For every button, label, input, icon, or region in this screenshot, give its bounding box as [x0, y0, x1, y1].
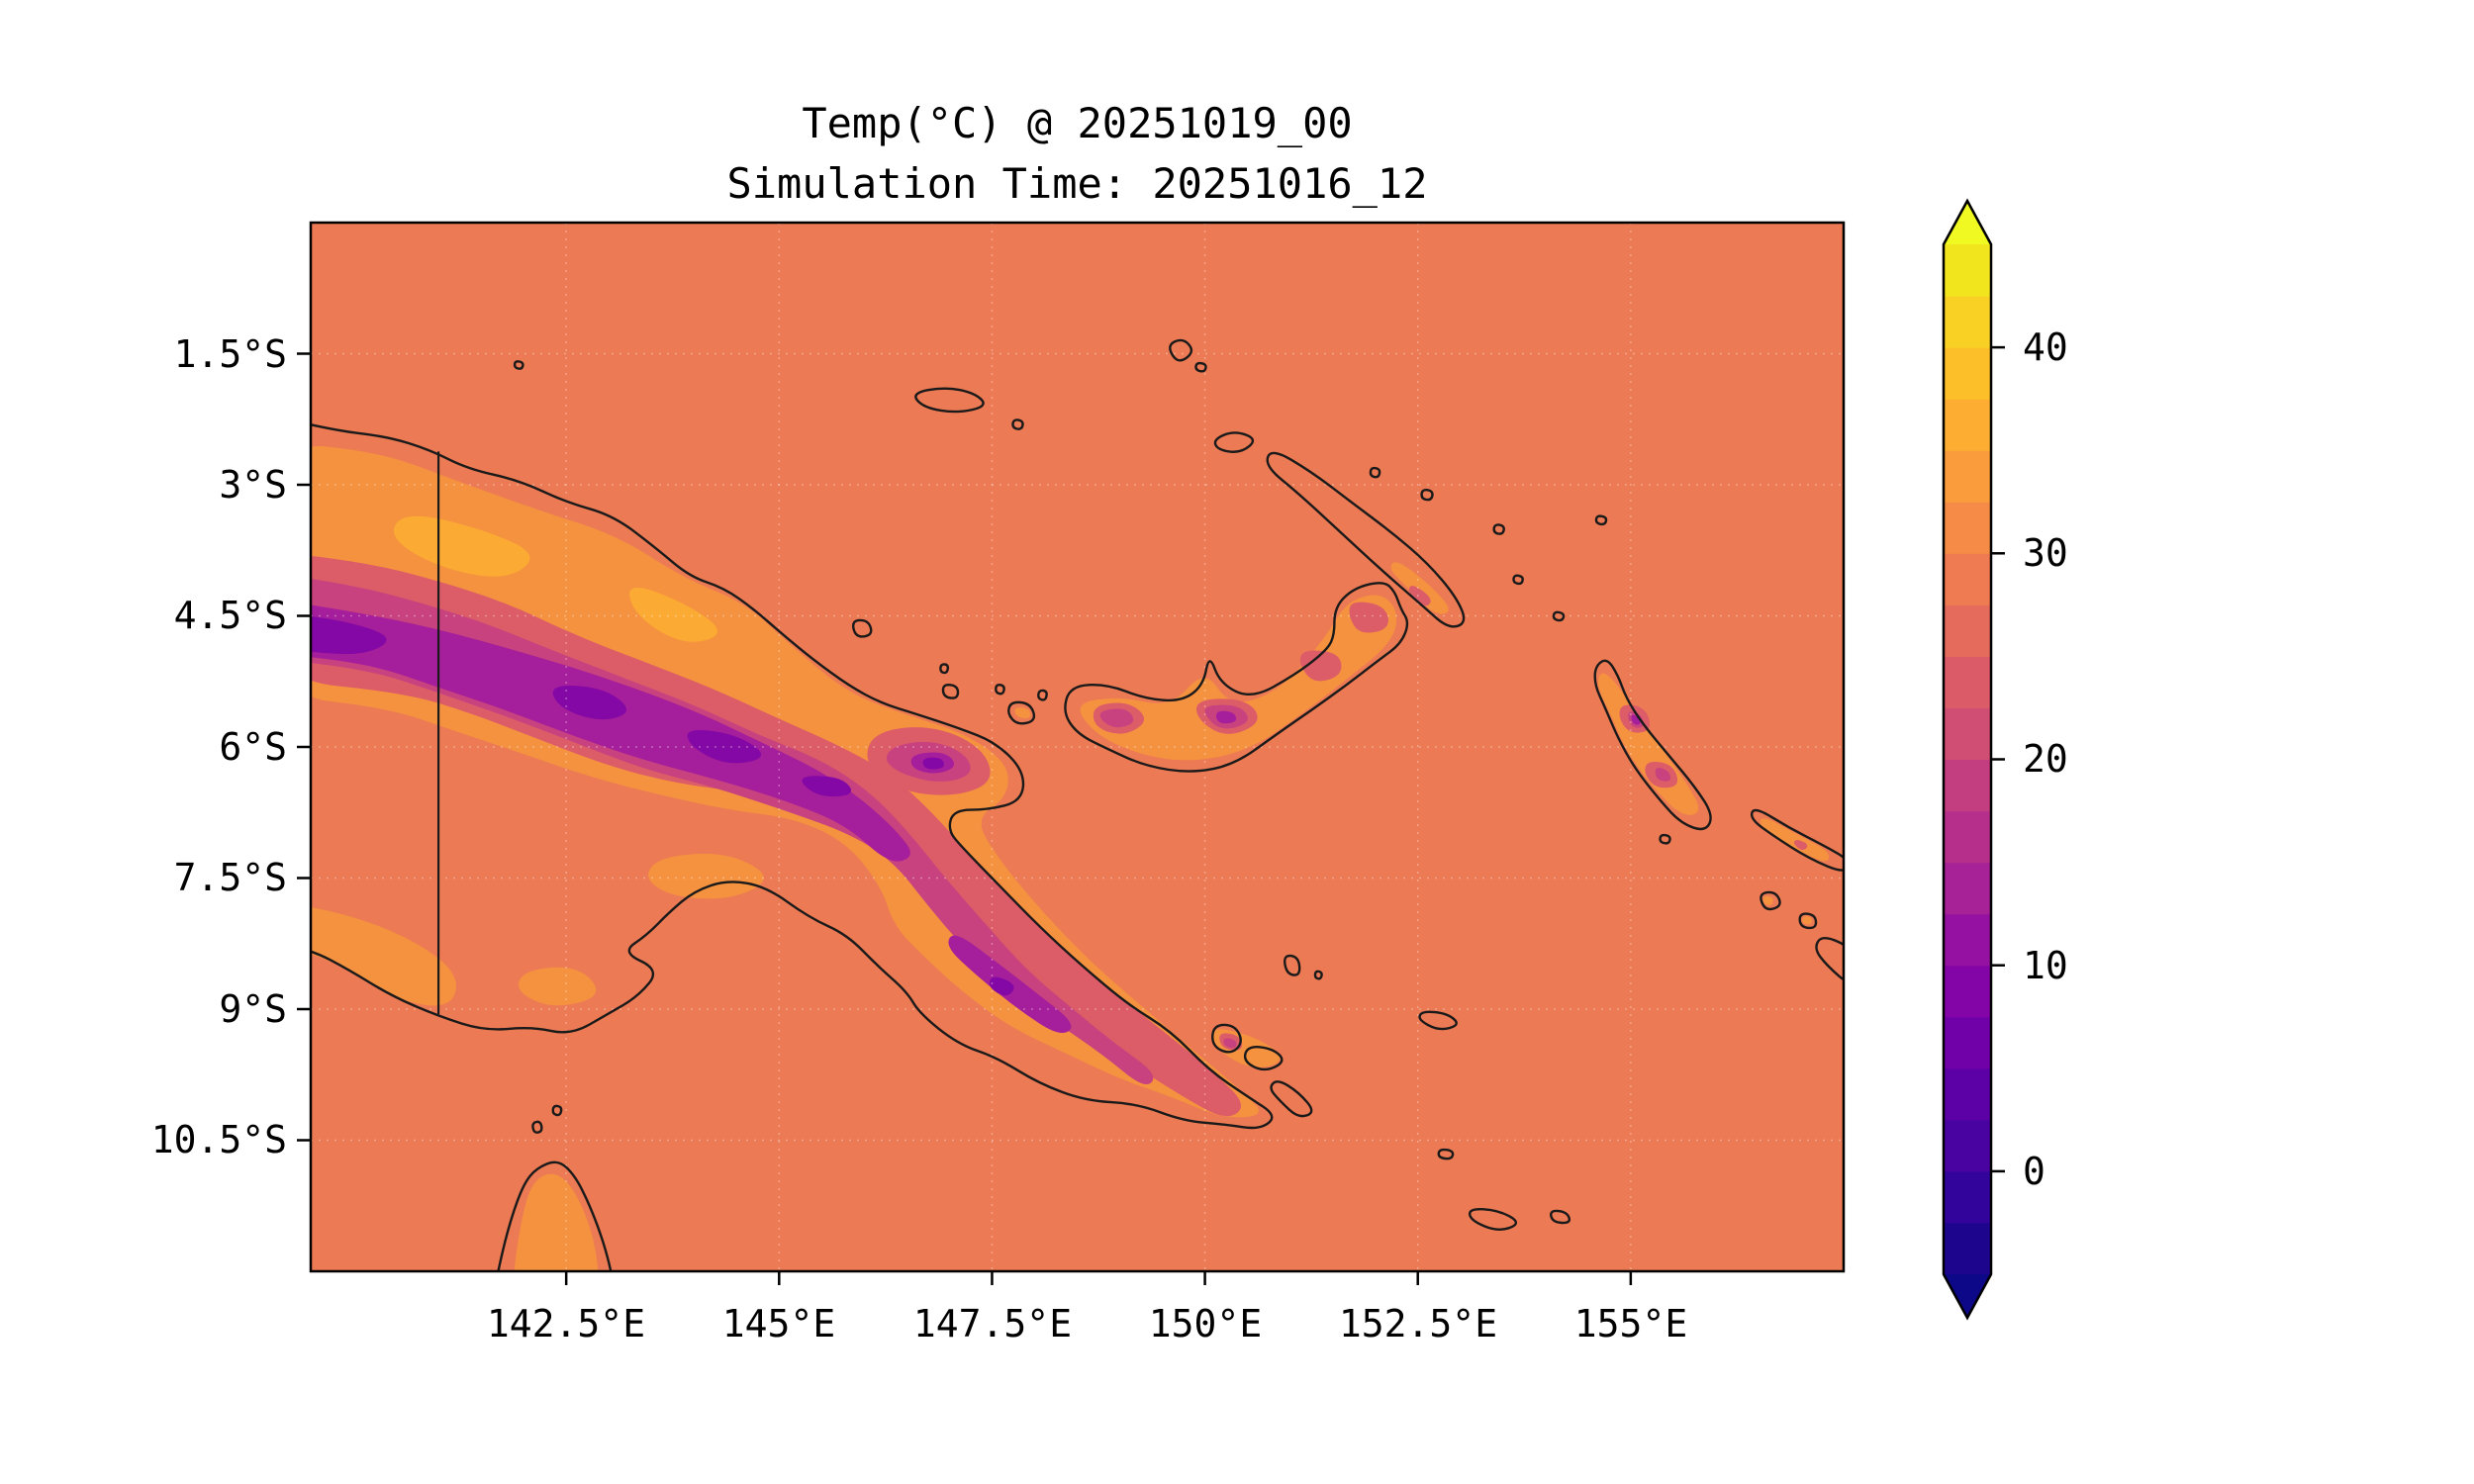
y-tick-label: 1.5°S: [173, 332, 287, 376]
coastline-torres-islet-b: [551, 1104, 563, 1117]
coastline-new-ireland: [1266, 451, 1466, 628]
x-tick-label: 150°E: [1148, 1302, 1263, 1345]
colorbar-tick-label: 10: [2023, 944, 2068, 987]
x-tick-label: 142.5°E: [486, 1302, 646, 1345]
temp-region-choiseul-pink: [1793, 840, 1808, 851]
coastline-bougainville: [1593, 659, 1712, 831]
colorbar-under-arrow: [1944, 1274, 1991, 1318]
coastline-new-guinea-mainland: [311, 423, 1274, 1130]
coastline-torres-islet-a: [531, 1120, 543, 1134]
coastline-manus: [914, 387, 985, 414]
coastline-feni: [1512, 574, 1524, 586]
coastline-kolombangara: [1798, 912, 1818, 930]
y-tick-label: 9°S: [219, 987, 287, 1031]
figure-title-block: Temp(°C) @ 20251019_00 Simulation Time: …: [311, 93, 1844, 214]
coastline-misima: [1437, 1148, 1455, 1160]
temp-region-umboi-warm: [1014, 707, 1031, 719]
coastline-cape-york: [497, 1160, 613, 1271]
coastline-new-hanover: [1213, 431, 1255, 453]
figure-title: Temp(°C) @ 20251019_00: [802, 99, 1353, 147]
temp-region-huon-core: [922, 757, 944, 770]
colorbar-tick-label: 30: [2023, 531, 2068, 575]
temp-region-kolombangara-warm: [1802, 916, 1812, 925]
y-tick-label: 3°S: [219, 463, 287, 507]
temp-region-nb-west-magenta: [1099, 708, 1134, 728]
coastline-trobriand: [1284, 954, 1301, 976]
temp-region-nb-east-pink: [1299, 650, 1342, 682]
temp-region-gulf-lowland-patch: [648, 853, 764, 899]
coastline-crown-island: [939, 663, 950, 675]
coastline-choiseul: [1750, 808, 1844, 872]
colorbar-tick-label: 0: [2023, 1150, 2046, 1193]
temp-region-central-core-west: [552, 685, 626, 720]
x-tick-label: 147.5°E: [912, 1302, 1073, 1345]
x-tick-label: 145°E: [721, 1302, 836, 1345]
temp-region-new-britain-lowland: [1080, 595, 1397, 761]
coastline-karkar: [852, 618, 873, 638]
coastline-mussau: [1169, 338, 1193, 362]
y-tick-label: 6°S: [219, 725, 287, 769]
coastline-kitava: [1313, 970, 1323, 980]
y-tick-label: 7.5°S: [173, 856, 287, 899]
temp-region-new-ireland-pink: [1408, 586, 1431, 606]
coastline-new-georgia: [1815, 937, 1844, 981]
coastline-new-britain: [1064, 582, 1409, 773]
coastline-sakar: [1037, 689, 1048, 701]
coastline-umboi: [1007, 700, 1036, 725]
coastline-goodenough: [1211, 1023, 1242, 1054]
coastline-tagula: [1468, 1207, 1518, 1231]
coastline-woodlark: [1418, 1010, 1458, 1031]
coastline-rambutyo: [1011, 418, 1024, 430]
coastline-nuguria: [1594, 514, 1608, 526]
coastline-tabar: [1369, 466, 1381, 479]
temp-region-merauke-lowland: [311, 906, 456, 1006]
coastline-long-island: [941, 683, 960, 699]
temp-region-star-mountains-core: [311, 616, 387, 655]
x-tick-label: 155°E: [1573, 1302, 1688, 1345]
temp-region-central-core-kubor: [687, 729, 762, 764]
coastline-normanby: [1270, 1080, 1313, 1118]
colorbar-tick-label: 40: [2023, 325, 2068, 369]
coastline-lihir: [1420, 488, 1434, 502]
temp-region-fly-lowland-patch: [519, 967, 597, 1006]
coastline-shortland: [1659, 833, 1671, 845]
colorbar: [1942, 198, 2005, 1321]
x-tick-label: 152.5°E: [1338, 1302, 1498, 1345]
coastline-tolokiwa: [995, 683, 1005, 696]
y-tick-label: 4.5°S: [173, 594, 287, 637]
coastline-fergusson: [1243, 1046, 1284, 1071]
map-layers: [311, 223, 1844, 1271]
coastline-rossel: [1550, 1209, 1571, 1225]
temp-region-new-ireland-warm-strip: [1390, 562, 1449, 614]
colorbar-over-arrow: [1944, 201, 1991, 244]
temp-region-vella-warm: [1762, 895, 1773, 906]
coastline-vella-lavella: [1760, 890, 1781, 911]
figure-subtitle: Simulation Time: 20251016_12: [726, 159, 1428, 208]
temp-region-goodenough-magenta: [1223, 1038, 1237, 1049]
temp-region-highlands-purple-west: [311, 604, 910, 862]
temp-region-nb-purple-dot: [1216, 710, 1237, 724]
coastline-tanga: [1492, 523, 1505, 535]
temp-region-sepik-hot-patch-east: [629, 587, 717, 642]
temp-region-cape-york-lowland: [515, 1173, 599, 1271]
temp-region-central-core-wilhelm: [802, 776, 852, 797]
y-tick-label: 10.5°S: [150, 1118, 287, 1161]
colorbar-tick-label: 20: [2023, 737, 2068, 781]
coastline-small-islet-nw: [513, 360, 524, 370]
temp-region-choiseul-warm: [1760, 818, 1830, 862]
temp-region-owen-stanley-core: [989, 976, 1014, 996]
temp-region-sepik-hot-patch-west: [393, 515, 530, 577]
coastline-green-islands: [1552, 610, 1566, 622]
coastline-emirau: [1194, 361, 1207, 373]
temp-region-bougainville-south-magenta: [1655, 768, 1671, 782]
temp-region-baining-pink: [1349, 602, 1388, 633]
